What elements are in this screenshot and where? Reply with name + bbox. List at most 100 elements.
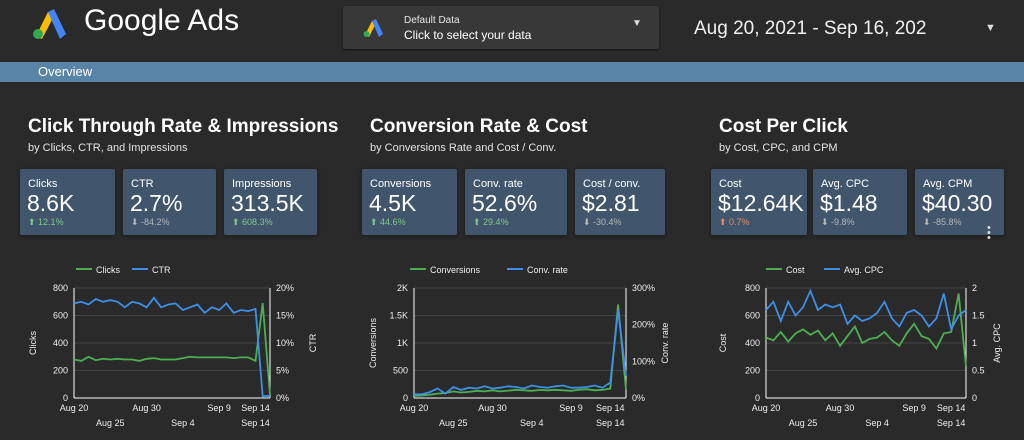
data-source-selector[interactable]: Default Data Click to select your data ▼ bbox=[343, 6, 659, 49]
arrow-down-icon: ⬇ bbox=[131, 217, 142, 227]
data-source-subtitle: Click to select your data bbox=[404, 28, 532, 42]
arrow-up-icon: ⬆ bbox=[473, 217, 484, 227]
scorecard-clicks[interactable]: Clicks 8.6K ⬆ 12.1% bbox=[20, 169, 115, 235]
scorecard-avg-cpc[interactable]: Avg. CPC $1.48 ⬇ -9.8% bbox=[813, 169, 907, 235]
chevron-down-icon[interactable]: ▼ bbox=[985, 22, 996, 34]
y-tick-label: 400 bbox=[53, 338, 68, 348]
y-tick-label: 600 bbox=[53, 311, 68, 321]
scorecard-cost-per-conv[interactable]: Cost / conv. $2.81 ⬇ -30.4% bbox=[575, 169, 665, 235]
y2-tick-label: 100% bbox=[632, 356, 655, 366]
arrow-down-icon: ⬇ bbox=[821, 217, 832, 227]
scorecard-conversions[interactable]: Conversions 4.5K ⬆ 44.6% bbox=[362, 169, 457, 235]
scorecard-value: 52.6% bbox=[472, 190, 538, 216]
change-value: -30.4% bbox=[593, 217, 622, 227]
arrow-up-icon: ⬆ bbox=[370, 217, 381, 227]
scorecard-change: ⬇ -9.8% bbox=[821, 217, 855, 228]
more-options-icon[interactable]: • • • bbox=[987, 222, 991, 244]
series-line-avg-cpc bbox=[765, 288, 967, 332]
scorecard-value: $12.64K bbox=[718, 190, 804, 216]
y2-tick-label: 2 bbox=[972, 283, 977, 293]
arrow-down-icon: ⬇ bbox=[923, 217, 934, 227]
x-tick-label: Sep 14 bbox=[937, 418, 966, 428]
series-line-ctr bbox=[73, 296, 271, 398]
google-ads-logo-icon bbox=[33, 9, 66, 39]
legend-label: Avg. CPC bbox=[844, 265, 884, 275]
arrow-up-icon: ⬆ bbox=[232, 217, 243, 227]
y-tick-label: 2K bbox=[397, 283, 408, 293]
y2-tick-label: 0 bbox=[972, 393, 977, 403]
scorecard-change: ⬆ 44.6% bbox=[370, 217, 406, 228]
section-title-ctr: Click Through Rate & Impressions bbox=[28, 116, 339, 137]
x-tick-label: Sep 4 bbox=[171, 418, 195, 428]
scorecard-change: ⬇ -85.8% bbox=[923, 217, 962, 228]
arrow-down-icon: ⬇ bbox=[583, 217, 594, 227]
series-line-clicks bbox=[73, 302, 271, 396]
y2-axis-label: CTR bbox=[308, 333, 318, 352]
chart-cost-cpc[interactable]: Cost Avg. CPC 0 200 400 600 800 0 0.5 1 1.5 2 Cost Av… bbox=[690, 258, 1024, 440]
change-value: 0.7% bbox=[729, 217, 750, 227]
y-tick-label: 0 bbox=[403, 393, 408, 403]
scorecard-impressions[interactable]: Impressions 313.5K ⬆ 608.3% bbox=[224, 169, 317, 235]
series-line-conv-rate bbox=[414, 309, 627, 396]
scorecard-value: $40.30 bbox=[922, 190, 993, 216]
x-tick-label: Aug 30 bbox=[132, 403, 161, 413]
x-tick-label: Aug 20 bbox=[752, 403, 781, 413]
scorecard-ctr[interactable]: CTR 2.7% ⬇ -84.2% bbox=[123, 169, 216, 235]
y2-tick-label: 5% bbox=[276, 366, 289, 376]
legend-label: Conversions bbox=[430, 265, 481, 275]
y-tick-label: 0 bbox=[755, 393, 760, 403]
legend-label: Cost bbox=[786, 265, 805, 275]
y2-tick-label: 1.5 bbox=[972, 311, 985, 321]
scorecard-conv-rate[interactable]: Conv. rate 52.6% ⬆ 29.4% bbox=[465, 169, 567, 235]
scorecard-label: Cost / conv. bbox=[583, 178, 641, 190]
x-tick-label: Aug 30 bbox=[478, 403, 507, 413]
y2-tick-label: 20% bbox=[276, 283, 294, 293]
change-value: 12.1% bbox=[38, 217, 64, 227]
x-tick-label: Sep 4 bbox=[520, 418, 544, 428]
change-value: 608.3% bbox=[242, 217, 273, 227]
y2-tick-label: 300% bbox=[632, 283, 655, 293]
data-source-title: Default Data bbox=[404, 15, 460, 26]
scorecard-cost[interactable]: Cost $12.64K ⬆ 0.7% bbox=[711, 169, 807, 235]
legend-label: Clicks bbox=[96, 265, 120, 275]
x-tick-label: Aug 20 bbox=[400, 403, 429, 413]
tab-overview[interactable]: Overview bbox=[38, 64, 93, 79]
scorecard-value: 2.7% bbox=[130, 190, 183, 216]
scorecard-label: CTR bbox=[131, 178, 154, 190]
chart-clicks-ctr[interactable]: Clicks CTR 0 200 400 600 800 0% 5% 10% 15% 20% Click… bbox=[0, 258, 340, 440]
x-tick-label: Sep 9 bbox=[207, 403, 231, 413]
y-axis-label: Cost bbox=[718, 333, 728, 352]
change-value: 44.6% bbox=[380, 217, 406, 227]
date-range-picker[interactable]: Aug 20, 2021 - Sep 16, 202 bbox=[694, 18, 927, 39]
scorecard-avg-cpm[interactable]: Avg. CPM $40.30 ⬇ -85.8% bbox=[915, 169, 1004, 235]
x-tick-label: Sep 14 bbox=[596, 418, 625, 428]
scorecard-value: 4.5K bbox=[369, 190, 417, 216]
x-tick-label: Aug 25 bbox=[96, 418, 125, 428]
y-tick-label: 1K bbox=[397, 338, 408, 348]
series-line-conversions bbox=[413, 304, 627, 397]
x-tick-label: Sep 14 bbox=[241, 403, 270, 413]
section-title-cpc: Cost Per Click bbox=[719, 116, 848, 137]
x-tick-label: Aug 20 bbox=[60, 403, 89, 413]
scorecard-change: ⬇ -30.4% bbox=[583, 217, 622, 228]
section-title-conversion: Conversion Rate & Cost bbox=[370, 116, 588, 137]
scorecard-label: Avg. CPC bbox=[821, 178, 870, 190]
scorecard-label: Conv. rate bbox=[473, 178, 523, 190]
change-value: -9.8% bbox=[831, 217, 855, 227]
google-ads-mini-icon bbox=[363, 19, 383, 37]
scorecard-label: Conversions bbox=[370, 178, 432, 190]
y2-axis-label: Conv. rate bbox=[660, 323, 670, 364]
arrow-up-icon: ⬆ bbox=[719, 217, 730, 227]
scorecard-value: $1.48 bbox=[820, 190, 878, 216]
scorecard-value: 313.5K bbox=[231, 190, 304, 216]
y-tick-label: 800 bbox=[745, 283, 760, 293]
page-navigation-bar: Overview bbox=[0, 62, 1024, 82]
x-tick-label: Sep 14 bbox=[241, 418, 270, 428]
y-tick-label: 0 bbox=[63, 393, 68, 403]
scorecard-change: ⬆ 0.7% bbox=[719, 217, 750, 228]
y-tick-label: 200 bbox=[53, 366, 68, 376]
x-tick-label: Sep 9 bbox=[902, 403, 926, 413]
change-value: -85.8% bbox=[933, 217, 962, 227]
chart-conversions-rate[interactable]: Conversions Conv. rate 0 500 1K 1.5K 2K 0% 100% 2… bbox=[340, 258, 680, 440]
chevron-down-icon[interactable]: ▼ bbox=[632, 18, 642, 29]
